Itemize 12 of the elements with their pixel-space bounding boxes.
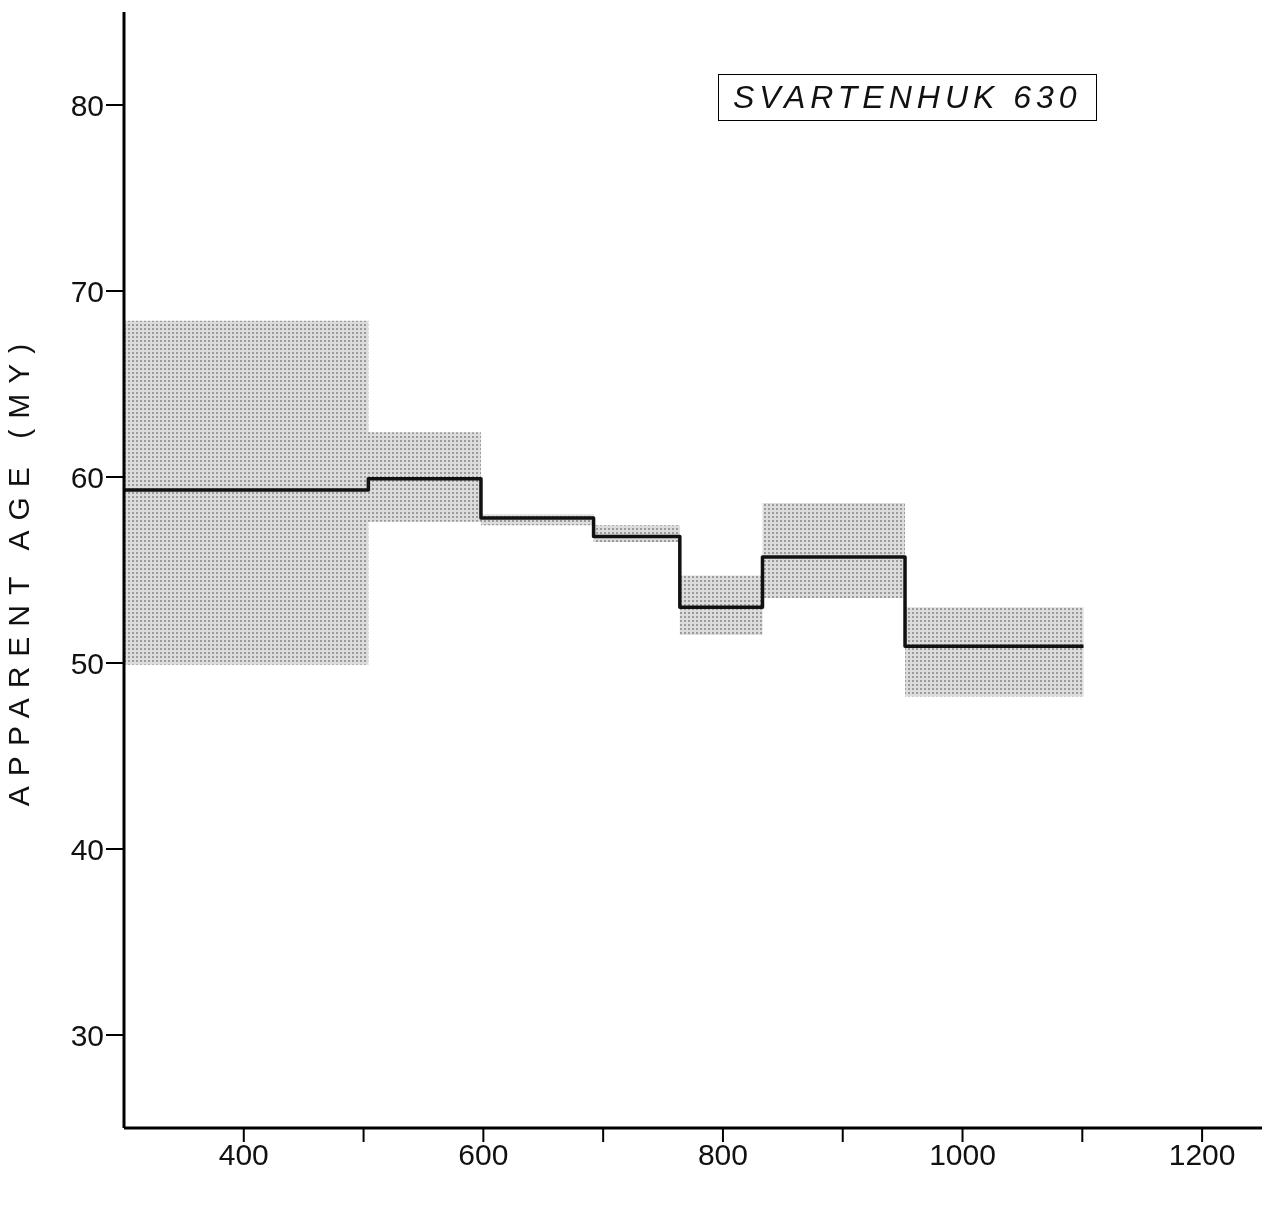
y-tick-label: 70 — [70, 274, 104, 308]
text: SVARTENHUK 630 — [718, 74, 1097, 121]
y-tick-label: 30 — [70, 1018, 104, 1052]
y-tick-label: 60 — [70, 460, 104, 494]
x-tick-label: 1200 — [1168, 1138, 1236, 1172]
x-tick-label: 400 — [218, 1138, 269, 1172]
x-tick-label: 600 — [458, 1138, 509, 1172]
x-tick-label: 800 — [697, 1138, 748, 1172]
y-tick-label: 50 — [70, 646, 104, 680]
y-tick-label: 80 — [70, 88, 104, 122]
x-tick-label: 1000 — [929, 1138, 996, 1172]
y-tick-label: 40 — [70, 832, 104, 866]
